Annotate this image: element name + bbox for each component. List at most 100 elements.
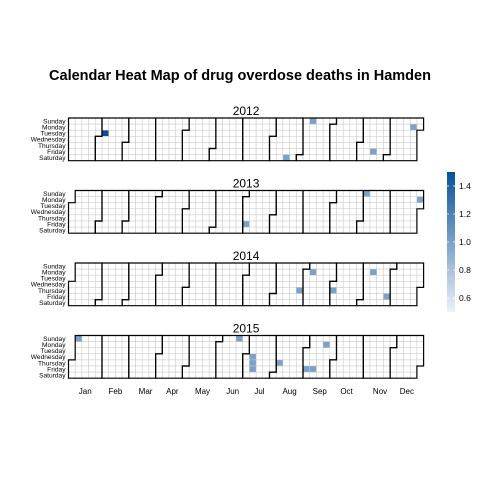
day-cell [148,287,156,294]
day-cell [135,347,143,355]
day-cell [383,202,391,210]
day-cell [135,359,143,367]
weekday-label-monday: Monday [42,124,66,131]
day-cell [121,335,130,342]
day-cell [389,365,398,373]
day-cell [296,136,304,143]
day-cell [416,347,424,355]
day-cell [162,371,170,379]
day-cell [81,341,89,348]
day-cell [389,226,398,234]
day-cell [168,214,176,222]
day-cell [128,148,136,155]
day-cell [336,220,344,228]
day-cell [329,123,337,131]
day-cell [389,142,398,149]
day-cell [282,190,290,197]
day-cell [302,299,310,306]
day-cell [396,341,404,348]
day-cell [202,262,210,270]
day-cell [229,287,237,294]
day-cell [409,347,418,355]
day-cell [235,274,243,282]
day-cell [342,347,351,355]
day-cell [403,220,411,228]
day-cell [208,148,217,155]
day-cell [88,274,96,282]
day-cell [296,196,304,203]
day-cell [81,365,89,373]
day-cell [182,287,190,294]
day-cell [249,202,257,210]
day-cell [309,287,317,294]
day-cell [222,117,230,125]
day-cell-2013-07-05 [242,220,250,228]
day-cell [135,117,143,125]
day-cell [336,359,344,367]
day-cell [369,190,377,197]
day-cell [275,287,284,294]
day-cell [188,293,197,300]
day-cell [81,220,89,228]
day-cell [376,268,384,276]
day-cell [141,226,150,234]
day-cell [115,190,123,197]
day-cell [202,226,210,234]
day-cell [101,226,109,234]
day-cell [88,148,96,155]
day-cell [262,136,270,143]
day-cell [403,226,411,234]
day-cell [128,202,136,210]
day-cell [108,208,116,216]
day-cell [349,142,357,149]
day-cell [115,335,123,342]
day-cell [403,281,411,288]
day-cell [383,353,391,361]
weekday-label-tuesday: Tuesday [40,203,66,210]
day-cell [108,214,116,222]
weekday-label-wednesday: Wednesday [31,209,66,216]
day-cell [175,214,183,222]
day-cell [88,293,96,300]
day-cell [155,154,163,161]
day-cell [115,214,123,222]
day-cell [108,347,116,355]
day-cell [363,359,371,367]
day-cell [115,148,123,155]
day-cell [81,281,89,288]
day-cell [74,299,83,306]
day-cell [383,347,391,355]
day-cell [155,359,163,367]
day-cell [255,136,264,143]
day-cell [81,262,89,270]
weekday-label-sunday: Sunday [43,191,66,198]
day-cell [242,226,250,234]
day-cell [108,359,116,367]
day-cell [396,148,404,155]
day-cell [289,347,297,355]
day-cell [329,220,337,228]
day-cell [128,365,136,373]
day-cell [235,262,243,270]
day-cell [309,148,317,155]
day-cell [242,335,250,342]
day-cell [389,262,398,270]
day-cell [409,341,418,348]
day-cell [275,202,284,210]
day-cell [155,268,163,276]
day-cell [215,371,223,379]
day-cell [282,335,290,342]
day-cell [403,341,411,348]
day-cell [396,287,404,294]
day-cell [148,274,156,282]
day-cell [175,226,183,234]
day-cell [208,341,217,348]
day-cell [255,190,264,197]
day-cell [148,123,156,131]
day-cell [195,262,203,270]
day-cell [222,129,230,137]
day-cell [383,359,391,367]
day-cell [329,353,337,361]
day-cell [356,299,364,306]
day-cell [349,341,357,348]
